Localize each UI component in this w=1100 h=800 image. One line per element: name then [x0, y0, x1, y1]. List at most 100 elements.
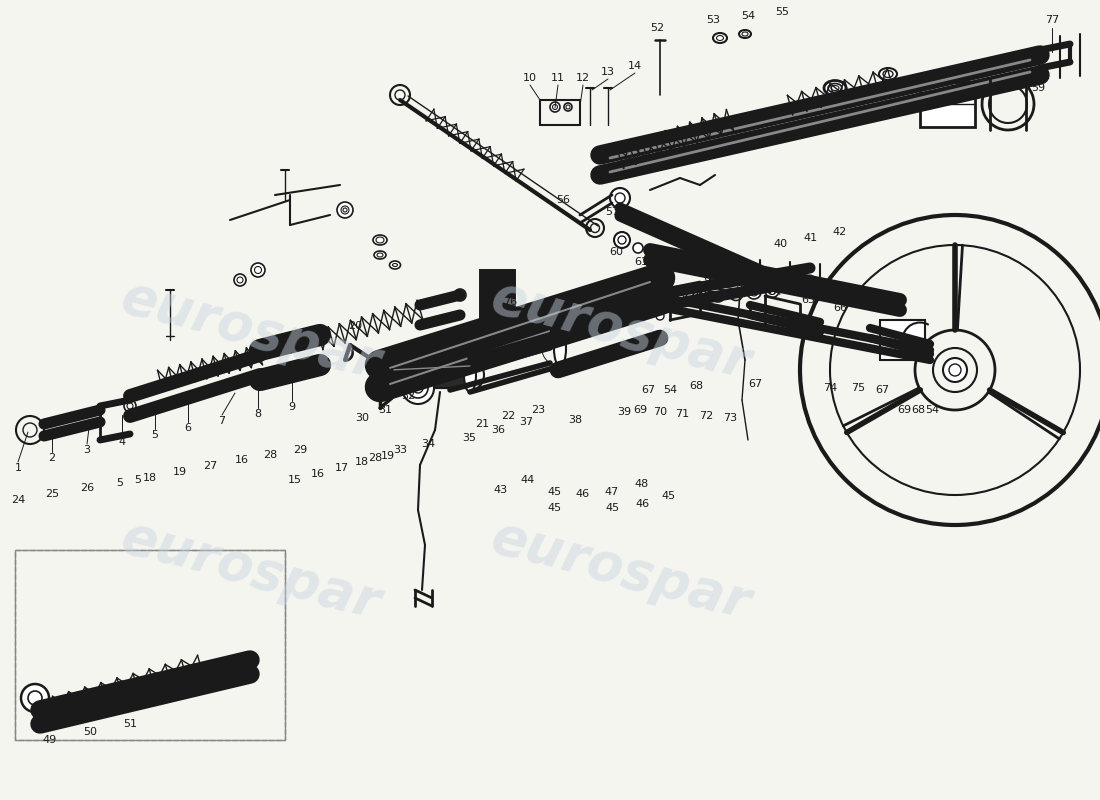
- Text: 56: 56: [556, 195, 570, 205]
- Text: 61: 61: [634, 257, 648, 267]
- Text: 36: 36: [491, 425, 505, 435]
- Text: 19: 19: [381, 451, 395, 461]
- Circle shape: [654, 295, 666, 305]
- Text: 53: 53: [706, 15, 721, 25]
- Text: eurospar: eurospar: [485, 510, 756, 630]
- Text: 23: 23: [531, 405, 546, 415]
- Text: eurospar: eurospar: [114, 270, 385, 390]
- Text: 5: 5: [152, 430, 158, 440]
- Text: 57: 57: [605, 207, 619, 217]
- Circle shape: [656, 312, 664, 320]
- Text: 27: 27: [202, 461, 217, 471]
- Text: 40: 40: [773, 239, 788, 249]
- Text: 30: 30: [355, 413, 368, 423]
- Text: 12: 12: [576, 73, 590, 83]
- Text: 15: 15: [288, 475, 302, 485]
- Text: 41: 41: [803, 233, 817, 243]
- Text: eurospar: eurospar: [114, 510, 385, 630]
- Text: 5: 5: [134, 475, 142, 485]
- Ellipse shape: [389, 261, 400, 269]
- Circle shape: [673, 291, 688, 305]
- Text: 37: 37: [519, 417, 534, 427]
- Text: 65: 65: [801, 295, 815, 305]
- Text: 25: 25: [45, 489, 59, 499]
- Circle shape: [402, 372, 434, 404]
- Text: 64: 64: [768, 287, 782, 297]
- Ellipse shape: [554, 332, 566, 366]
- Text: 18: 18: [355, 457, 370, 467]
- Bar: [920, 82, 975, 127]
- Text: 2: 2: [48, 453, 56, 463]
- Ellipse shape: [710, 270, 770, 292]
- Text: 62: 62: [703, 273, 717, 283]
- Text: 28: 28: [367, 453, 382, 463]
- Bar: [390, 358, 470, 388]
- Text: 71: 71: [675, 409, 689, 419]
- Text: 47: 47: [605, 487, 619, 497]
- Text: 3: 3: [84, 445, 90, 455]
- Text: 44: 44: [521, 475, 535, 485]
- Text: 67: 67: [641, 385, 656, 395]
- Text: 66: 66: [833, 303, 847, 313]
- Circle shape: [632, 243, 644, 253]
- Text: 11: 11: [551, 73, 565, 83]
- Text: 14: 14: [628, 61, 642, 71]
- Text: 54: 54: [663, 385, 678, 395]
- Text: 8: 8: [254, 409, 262, 419]
- Text: 4: 4: [119, 437, 125, 447]
- Text: 29: 29: [293, 445, 307, 455]
- Circle shape: [614, 232, 630, 248]
- Ellipse shape: [464, 358, 476, 392]
- Ellipse shape: [879, 68, 896, 80]
- Text: 70: 70: [653, 407, 667, 417]
- Circle shape: [337, 202, 353, 218]
- Ellipse shape: [739, 30, 751, 38]
- Text: 16: 16: [235, 455, 249, 465]
- Circle shape: [764, 283, 779, 298]
- Text: 32: 32: [400, 391, 415, 401]
- Text: 31: 31: [378, 405, 392, 415]
- Text: 60: 60: [609, 247, 623, 257]
- Text: 45: 45: [548, 487, 562, 497]
- Text: 26: 26: [80, 483, 95, 493]
- Text: 39: 39: [617, 407, 631, 417]
- Ellipse shape: [374, 251, 386, 259]
- Text: 69: 69: [632, 405, 647, 415]
- Text: 42: 42: [833, 227, 847, 237]
- Text: 43: 43: [493, 485, 507, 495]
- Circle shape: [251, 263, 265, 277]
- Circle shape: [747, 285, 761, 299]
- Circle shape: [707, 290, 717, 300]
- Text: 1: 1: [14, 463, 22, 473]
- Text: 48: 48: [635, 479, 649, 489]
- Text: 9: 9: [288, 402, 296, 412]
- Text: 18: 18: [143, 473, 157, 483]
- Text: 67: 67: [748, 379, 762, 389]
- Text: 58: 58: [950, 65, 965, 75]
- Text: 45: 45: [605, 503, 619, 513]
- Text: 68: 68: [911, 405, 925, 415]
- Bar: [480, 270, 515, 325]
- Text: 55: 55: [776, 7, 789, 17]
- Text: 50: 50: [82, 727, 97, 737]
- Text: 5: 5: [117, 478, 123, 488]
- Text: 33: 33: [393, 445, 407, 455]
- Ellipse shape: [373, 235, 387, 245]
- Text: 46: 46: [575, 489, 590, 499]
- Text: 16: 16: [311, 469, 324, 479]
- Text: 28: 28: [263, 450, 277, 460]
- Text: 45: 45: [661, 491, 675, 501]
- Circle shape: [610, 188, 630, 208]
- Text: 74: 74: [823, 383, 837, 393]
- Text: 24: 24: [11, 495, 25, 505]
- Bar: [15, 550, 285, 740]
- Circle shape: [711, 288, 725, 302]
- Text: 72: 72: [698, 411, 713, 421]
- Bar: [390, 358, 470, 388]
- Text: 6: 6: [185, 423, 191, 433]
- Circle shape: [654, 288, 678, 312]
- Text: 68: 68: [689, 381, 703, 391]
- Bar: [880, 320, 925, 360]
- Text: 20: 20: [348, 321, 362, 331]
- Circle shape: [943, 358, 967, 382]
